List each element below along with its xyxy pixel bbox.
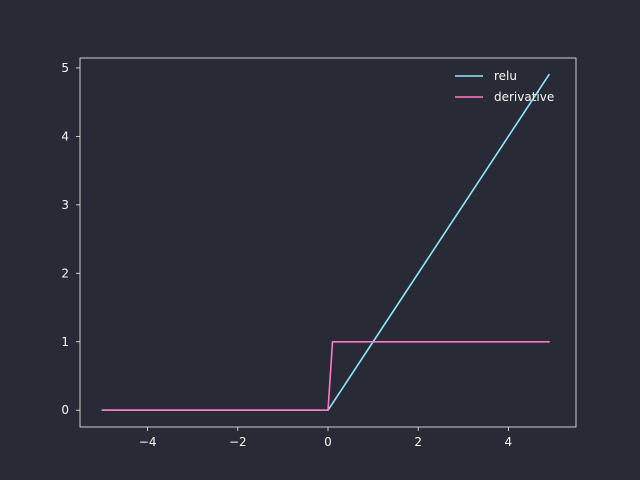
series-line-derivative <box>101 340 550 412</box>
x-tick-label: 4 <box>505 435 513 449</box>
y-tick-label: 4 <box>61 129 69 143</box>
legend: relu derivative <box>455 69 554 104</box>
legend-label-derivative: derivative <box>494 90 554 104</box>
x-tick-label: 2 <box>414 435 422 449</box>
y-tick-label: 0 <box>61 403 69 417</box>
x-axis: −4 −2 0 2 4 <box>139 427 512 449</box>
legend-label-relu: relu <box>494 69 517 83</box>
series-layer <box>101 73 551 412</box>
x-tick-label: 0 <box>324 435 332 449</box>
y-tick-label: 2 <box>61 266 69 280</box>
y-tick-label: 5 <box>61 61 69 75</box>
y-axis: 0 1 2 3 4 5 <box>61 61 80 417</box>
x-tick-label: −2 <box>229 435 247 449</box>
y-tick-label: 3 <box>61 198 69 212</box>
x-tick-label: −4 <box>139 435 157 449</box>
y-tick-label: 1 <box>61 335 69 349</box>
